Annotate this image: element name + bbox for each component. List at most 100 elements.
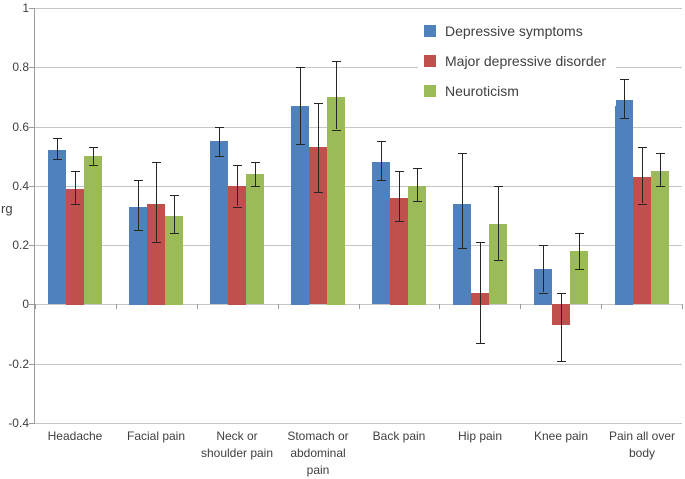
- error-bar-cap: [413, 168, 422, 169]
- bar: [48, 150, 66, 304]
- error-bar-cap: [53, 138, 62, 139]
- error-bar: [399, 171, 400, 221]
- x-axis-tick: [439, 304, 440, 309]
- error-bar-cap: [332, 61, 341, 62]
- bar: [228, 186, 246, 305]
- error-bar-cap: [89, 165, 98, 166]
- error-bar-cap: [314, 192, 323, 193]
- bar: [291, 106, 309, 305]
- error-bar-cap: [215, 127, 224, 128]
- error-bar-cap: [395, 171, 404, 172]
- x-axis-tick: [116, 304, 117, 309]
- error-bar-cap: [71, 171, 80, 172]
- legend-swatch: [424, 25, 436, 37]
- error-bar-cap: [314, 103, 323, 104]
- x-axis-tick: [601, 304, 602, 309]
- error-bar-cap: [170, 233, 179, 234]
- x-axis-label-line: body: [628, 446, 656, 460]
- error-bar-cap: [458, 153, 467, 154]
- error-bar-cap: [575, 269, 584, 270]
- error-bar-cap: [296, 67, 305, 68]
- bar: [372, 162, 390, 304]
- error-bar-cap: [620, 79, 629, 80]
- y-axis-tick: [29, 423, 34, 424]
- error-bar: [417, 168, 418, 201]
- error-bar-cap: [395, 221, 404, 222]
- bar: [246, 174, 264, 304]
- error-bar-cap: [656, 153, 665, 154]
- error-bar-cap: [233, 207, 242, 208]
- bar: [210, 141, 228, 304]
- bar: [453, 204, 471, 305]
- legend-label: Neuroticism: [445, 83, 519, 99]
- bar: [129, 207, 147, 305]
- x-axis-label-line: Neck or: [216, 429, 258, 443]
- error-bar: [381, 141, 382, 180]
- x-axis-label-line: Back pain: [372, 429, 426, 443]
- y-axis-tick: [29, 304, 34, 305]
- error-bar-cap: [377, 180, 386, 181]
- y-axis-title: rg: [1, 201, 13, 216]
- bar: [408, 186, 426, 305]
- error-bar: [255, 162, 256, 186]
- error-bar-cap: [233, 165, 242, 166]
- error-bar-cap: [152, 242, 161, 243]
- x-axis-label: Back pain: [344, 428, 454, 445]
- error-bar-cap: [476, 242, 485, 243]
- error-bar-cap: [539, 245, 548, 246]
- bar: [327, 97, 345, 305]
- error-bar-cap: [332, 130, 341, 131]
- error-bar-cap: [539, 293, 548, 294]
- legend-item: Depressive symptoms: [424, 16, 606, 46]
- error-bar-cap: [458, 248, 467, 249]
- x-axis-label-line: Facial pain: [126, 429, 186, 443]
- error-bar-cap: [89, 147, 98, 148]
- bar: [615, 100, 633, 305]
- error-bar: [174, 195, 175, 234]
- error-bar: [219, 127, 220, 157]
- gridline: [35, 423, 682, 424]
- y-axis-tick: [29, 8, 34, 9]
- y-axis-line: [34, 8, 35, 424]
- error-bar-cap: [557, 293, 566, 294]
- x-axis-label-line: pain: [306, 463, 330, 477]
- legend-swatch: [424, 85, 436, 97]
- bar: [570, 251, 588, 304]
- error-bar: [462, 153, 463, 248]
- y-tick-label: -0.2: [8, 357, 29, 371]
- x-axis-label: Headache: [20, 428, 130, 445]
- x-axis-tick: [197, 304, 198, 309]
- error-bar: [57, 138, 58, 159]
- bar: [84, 156, 102, 304]
- gridline: [35, 304, 682, 305]
- bar: [489, 224, 507, 304]
- y-axis-tick: [29, 245, 34, 246]
- error-bar-cap: [251, 186, 260, 187]
- x-axis-label: Pain all over body: [587, 428, 685, 462]
- plot-area: [35, 8, 683, 424]
- x-axis-tick: [35, 304, 36, 309]
- y-axis-tick: [29, 127, 34, 128]
- x-axis-tick: [520, 304, 521, 309]
- error-bar: [93, 147, 94, 165]
- gridline: [35, 364, 682, 365]
- error-bar: [138, 180, 139, 230]
- bar: [66, 189, 84, 305]
- error-bar: [624, 79, 625, 118]
- error-bar-cap: [638, 147, 647, 148]
- error-bar-cap: [215, 156, 224, 157]
- error-bar: [156, 162, 157, 242]
- error-bar: [300, 67, 301, 144]
- error-bar-cap: [53, 159, 62, 160]
- error-bar: [543, 245, 544, 292]
- bar: [390, 198, 408, 305]
- error-bar-cap: [656, 186, 665, 187]
- gridline: [35, 127, 682, 128]
- bar: [633, 177, 651, 304]
- error-bar: [75, 171, 76, 204]
- error-bar-cap: [134, 230, 143, 231]
- bar: [651, 171, 669, 304]
- x-axis-label-line: Knee pain: [533, 429, 589, 443]
- x-axis-label: Facial pain: [101, 428, 211, 445]
- error-bar: [579, 233, 580, 269]
